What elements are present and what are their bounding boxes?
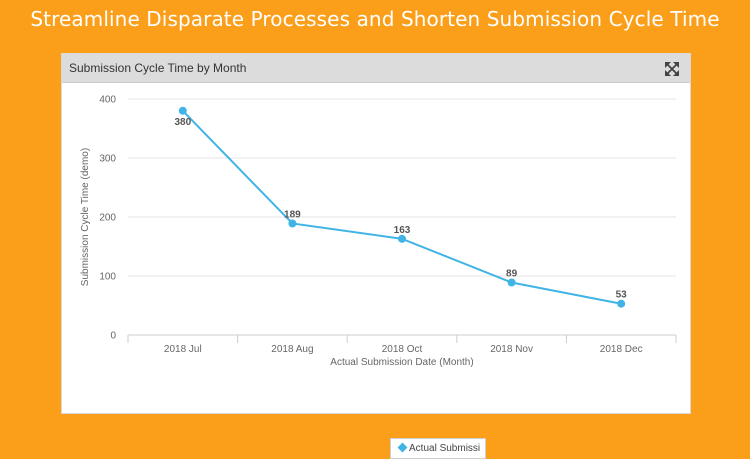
panel-title: Submission Cycle Time by Month (69, 61, 247, 75)
y-tick-label: 300 (99, 154, 116, 165)
grid-lines (128, 98, 676, 336)
y-axis-ticks: 0 100 200 300 400 (99, 95, 116, 342)
x-tick-label: 2018 Oct (382, 344, 423, 355)
x-tick-label: 2018 Dec (600, 344, 643, 355)
legend-item[interactable]: Actual Submissi (390, 438, 486, 459)
x-axis: 2018 Jul 2018 Aug 2018 Oct 2018 Nov 2018 Dec (127, 334, 677, 355)
y-axis-title: Submission Cycle Time (demo) (80, 148, 91, 286)
x-axis-title: Actual Submission Date (Month) (330, 357, 473, 368)
data-point[interactable] (617, 299, 626, 308)
data-label: 53 (616, 290, 628, 301)
x-tick-label: 2018 Aug (271, 344, 313, 355)
x-tick-label: 2018 Jul (164, 344, 202, 355)
panel-header: Submission Cycle Time by Month (62, 54, 690, 83)
data-point[interactable] (507, 278, 516, 287)
series-line (182, 110, 622, 305)
expand-arrows-icon[interactable] (664, 61, 680, 77)
data-point[interactable] (178, 106, 187, 115)
legend-marker-icon (397, 442, 408, 453)
x-tick-label: 2018 Nov (490, 344, 533, 355)
data-label: 89 (506, 268, 518, 279)
data-label: 380 (174, 117, 191, 128)
data-points (178, 106, 626, 308)
series-line (182, 110, 622, 305)
y-tick-label: 200 (99, 213, 116, 224)
y-tick-label: 100 (99, 272, 116, 283)
page-headline: Streamline Disparate Processes and Short… (30, 7, 720, 31)
data-labels: 380 189 163 89 53 (174, 117, 627, 301)
data-point[interactable] (288, 219, 297, 228)
data-label: 189 (284, 209, 301, 220)
data-label: 163 (394, 225, 411, 236)
y-tick-label: 400 (99, 95, 116, 106)
y-tick-label: 0 (110, 331, 116, 342)
chart-panel: Submission Cycle Time by Month 0 100 200 30… (61, 53, 691, 459)
data-point[interactable] (398, 234, 406, 243)
